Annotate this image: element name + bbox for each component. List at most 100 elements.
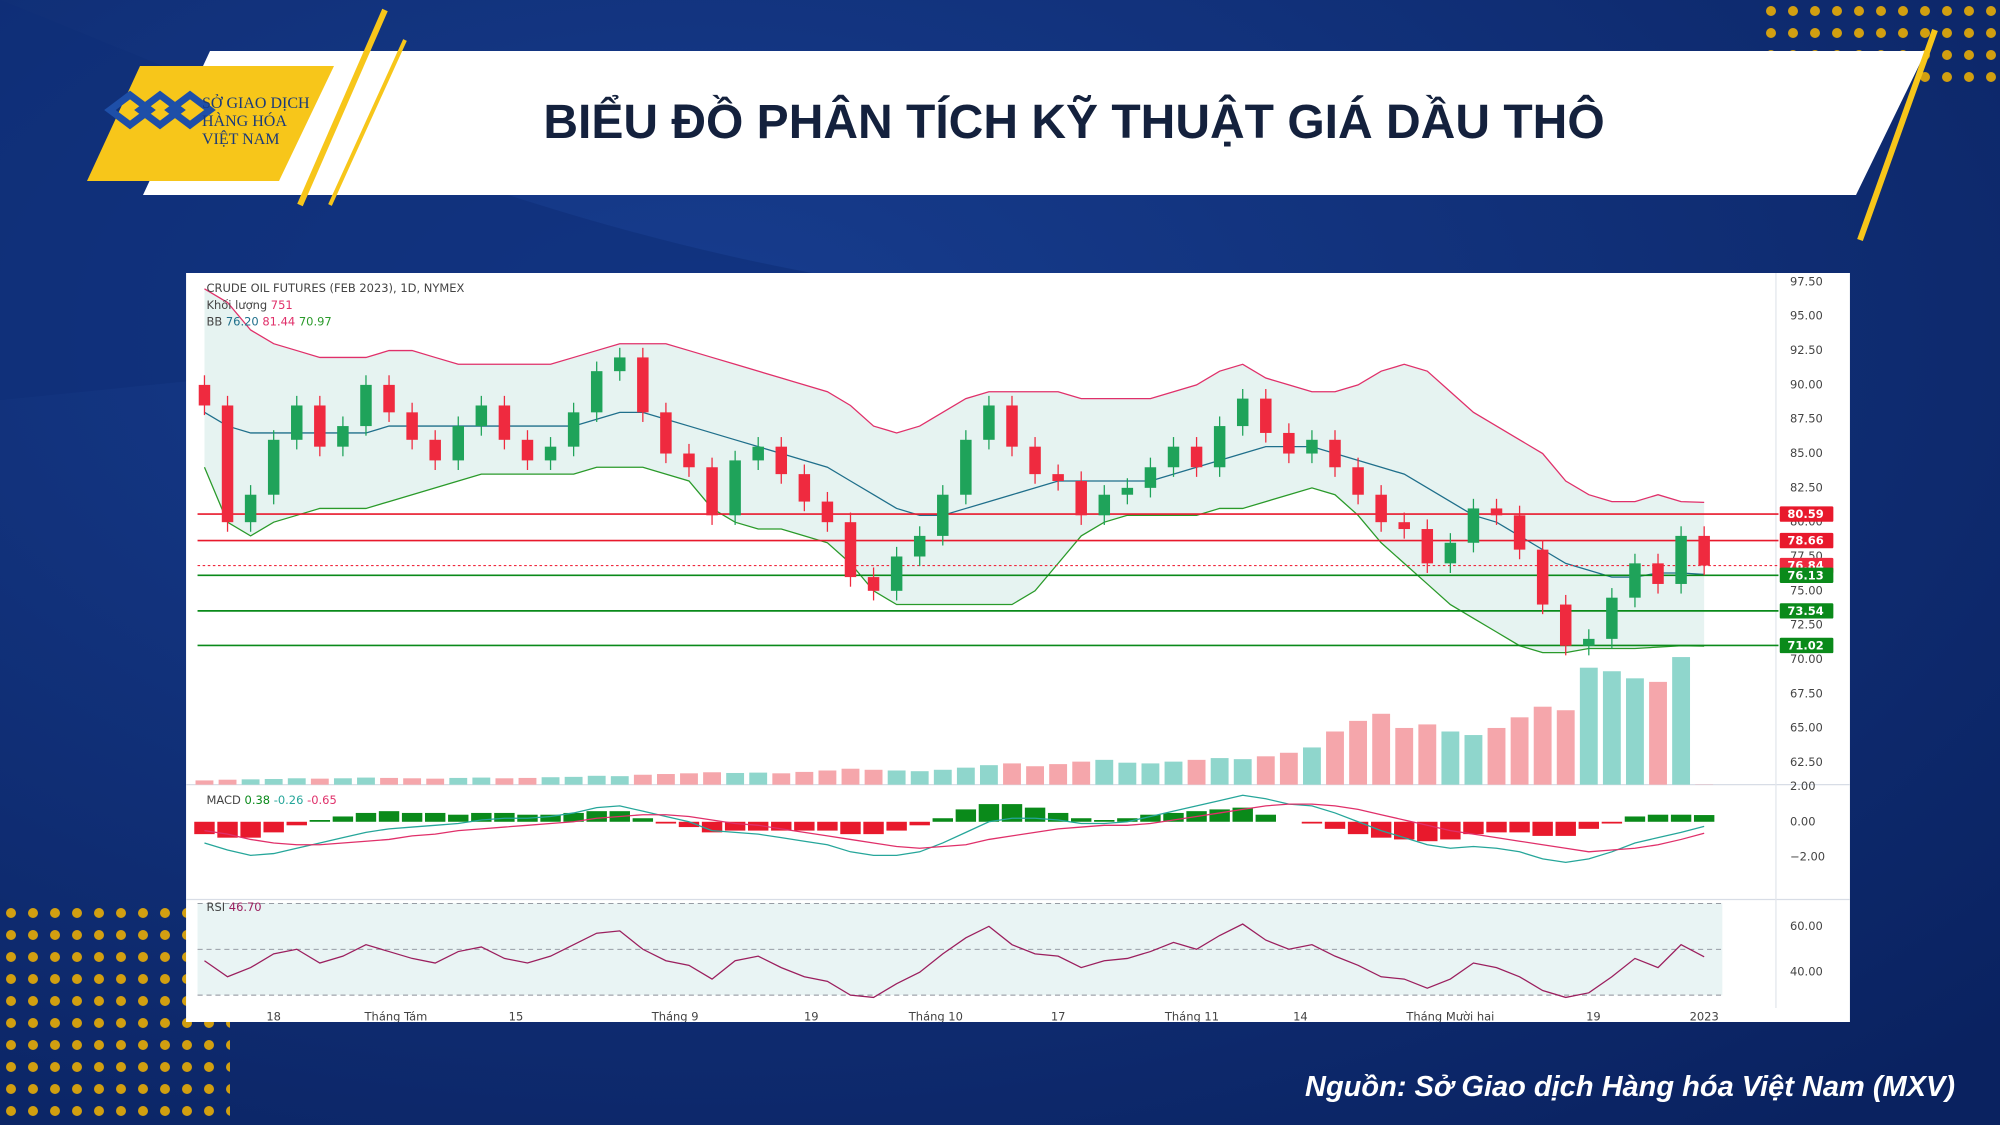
volume-bar <box>241 779 260 785</box>
candle-body <box>1052 474 1064 481</box>
macd-hist <box>1232 807 1253 822</box>
candle-body <box>867 577 880 591</box>
volume-bar <box>1533 706 1552 785</box>
x-tick-label: 15 <box>509 1009 524 1023</box>
volume-bar <box>1187 759 1206 785</box>
x-tick-label: 19 <box>1586 1009 1601 1023</box>
volume-bar <box>518 777 537 785</box>
x-tick-label: 19 <box>804 1009 819 1023</box>
macd-hist <box>840 821 861 835</box>
candle-body <box>1467 508 1480 543</box>
candle-body <box>1283 432 1295 454</box>
candle-body <box>614 357 626 372</box>
macd-tick-label: 2.00 <box>1790 779 1816 793</box>
volume-bar <box>772 773 791 785</box>
x-tick-label: Tháng 9 <box>651 1009 699 1023</box>
macd-hist <box>1394 821 1415 840</box>
volume-bar <box>1556 710 1575 785</box>
volume-bar <box>1579 667 1598 785</box>
macd-hist <box>1301 821 1323 824</box>
volume-bar <box>380 777 398 785</box>
x-tick-label: Tháng 11 <box>1164 1009 1219 1023</box>
y-tick-label: 72.50 <box>1790 618 1823 632</box>
macd-hist <box>817 821 838 831</box>
volume-bar <box>403 778 422 785</box>
volume-bar <box>195 780 214 785</box>
volume-bar <box>218 779 237 785</box>
volume-bar <box>1672 657 1691 785</box>
candle-body <box>244 494 257 523</box>
macd-hist <box>309 820 331 822</box>
volume-bar <box>1464 735 1483 785</box>
macd-hist <box>448 814 469 822</box>
level-label: 71.02 <box>1787 639 1823 653</box>
macd-hist <box>655 821 677 824</box>
level-label-bg <box>1779 637 1834 654</box>
volume-bar <box>633 774 652 785</box>
macd-hist <box>771 821 792 831</box>
bb-line <box>204 411 1705 578</box>
volume-bar <box>1003 763 1021 785</box>
level-label: 80.59 <box>1787 507 1823 521</box>
macd-hist <box>1670 814 1692 822</box>
rsi-tick-label: 40.00 <box>1790 965 1823 979</box>
title-banner <box>143 51 1926 195</box>
y-tick-label: 75.00 <box>1790 583 1823 597</box>
macd-hist <box>1347 821 1369 835</box>
chart: 62.5065.0067.5070.0072.5075.0077.5080.00… <box>186 273 1850 1023</box>
candle-body <box>1075 480 1087 516</box>
macd-hist <box>1509 821 1530 833</box>
logo-text: VIỆT NAM <box>202 129 279 148</box>
logo-icon <box>104 90 216 130</box>
volume-bar <box>1279 752 1298 785</box>
macd-hist <box>863 821 884 835</box>
candle-body <box>498 405 511 440</box>
macd-hist <box>540 814 561 822</box>
macd-hist <box>1370 821 1392 838</box>
volume-bar <box>1164 761 1183 785</box>
volume-bar <box>749 772 768 785</box>
candle-body <box>960 439 972 495</box>
candle-body <box>1236 398 1249 427</box>
y-tick-label: 65.00 <box>1790 721 1823 735</box>
macd-hist <box>586 811 607 822</box>
volume-bar <box>610 776 629 785</box>
candle-body <box>590 371 603 413</box>
bb-fill <box>204 288 1705 653</box>
candle-body <box>1583 638 1595 646</box>
macd-hist <box>1532 821 1553 836</box>
macd-hist <box>632 818 654 822</box>
y-tick-label: 87.50 <box>1790 412 1823 426</box>
candle-body <box>821 501 834 523</box>
macd-hist <box>1094 820 1115 822</box>
volume-bar <box>287 778 306 785</box>
macd-hist <box>1693 815 1715 822</box>
volume-bar <box>703 772 721 785</box>
legend-rsi: RSI 46.70 <box>206 900 261 914</box>
candle-body <box>1006 405 1018 447</box>
candle-body <box>637 357 649 413</box>
level-label-bg <box>1779 506 1834 522</box>
volume-bar <box>1303 747 1321 785</box>
rsi-tick-label: 60.00 <box>1790 919 1823 933</box>
volume-bar <box>1256 756 1275 785</box>
macd-hist <box>1047 812 1069 822</box>
candle-body <box>937 494 949 536</box>
volume-bar <box>1395 727 1414 785</box>
level-label: 73.54 <box>1787 604 1823 618</box>
deco-stripe <box>328 39 407 206</box>
candle-body <box>267 439 280 495</box>
volume-bar <box>1418 724 1437 785</box>
volume-bar <box>1210 758 1229 785</box>
candle-body <box>844 522 857 578</box>
volume-bar <box>956 767 975 785</box>
volume-bar <box>1326 731 1344 785</box>
candle-body <box>544 446 557 461</box>
candle-body <box>729 460 741 516</box>
macd-hist <box>1486 821 1507 833</box>
macd-tick-label: 0.00 <box>1790 814 1816 828</box>
candle-body <box>1352 467 1364 495</box>
bb-line <box>203 466 1705 654</box>
candle-body <box>1421 529 1434 564</box>
volume-bar <box>541 777 560 785</box>
